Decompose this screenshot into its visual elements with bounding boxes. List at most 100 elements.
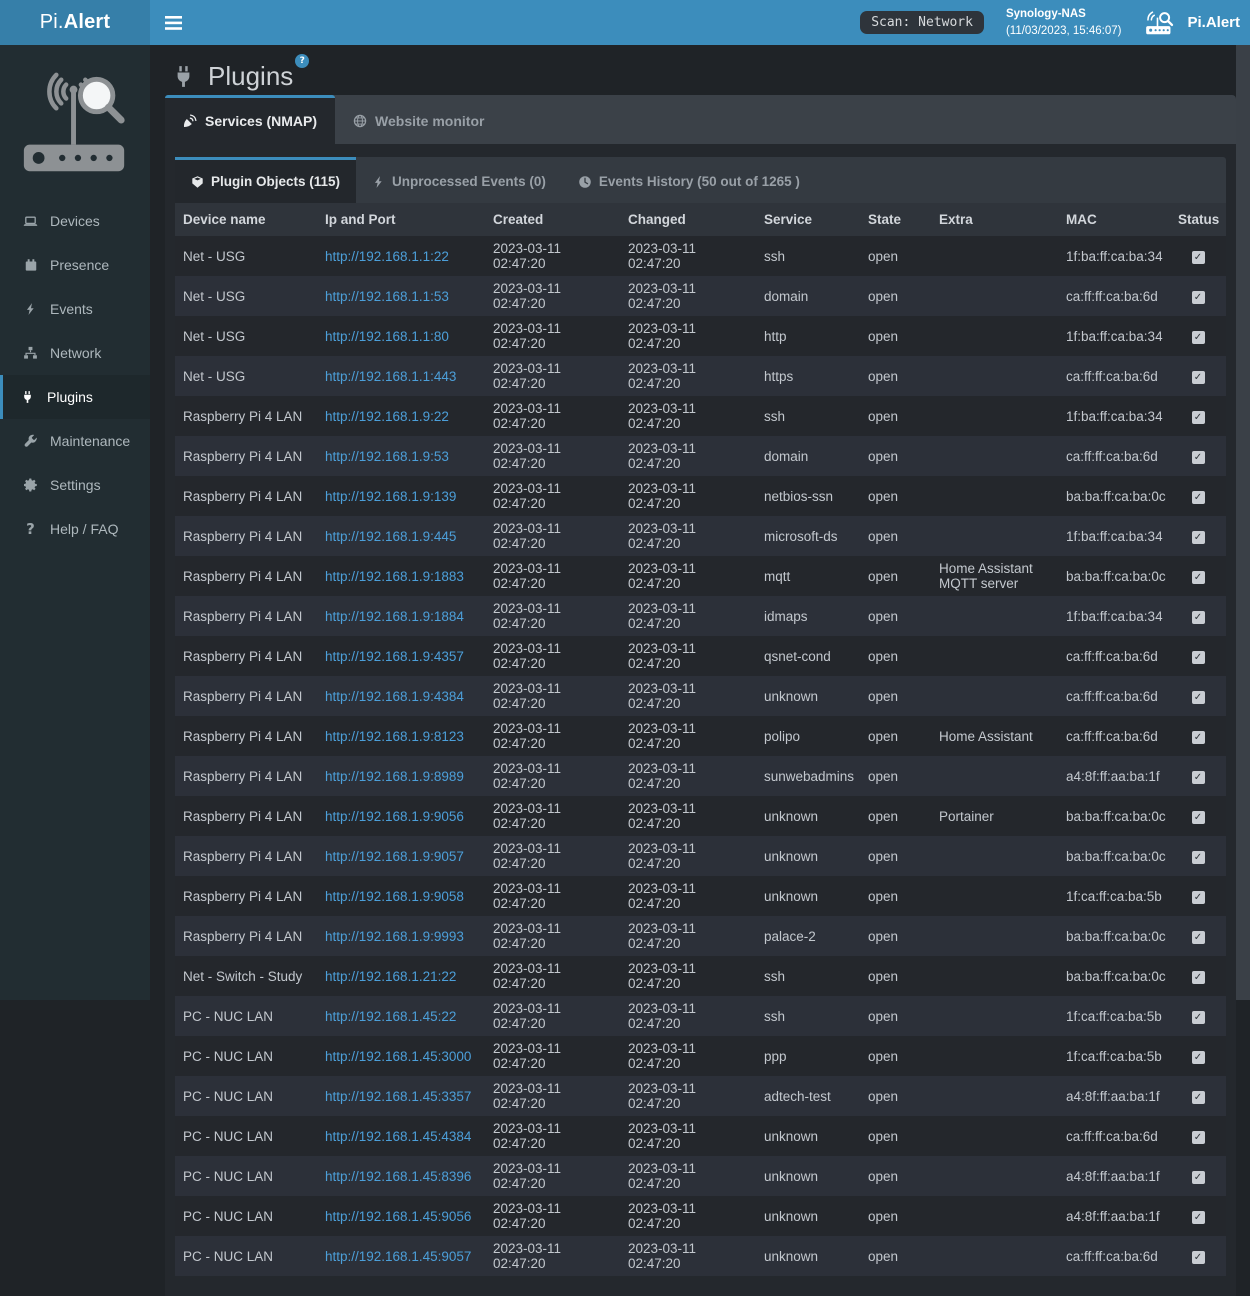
cell-device-name: PC - NUC LAN [175,996,317,1036]
ip-port-link[interactable]: http://192.168.1.9:4384 [325,689,464,704]
status-checkbox[interactable]: ✓ [1192,571,1205,584]
status-checkbox[interactable]: ✓ [1192,1091,1205,1104]
sidebar-item-network[interactable]: Network [0,331,150,375]
ip-port-link[interactable]: http://192.168.1.45:4384 [325,1129,471,1144]
sidebar-toggle-button[interactable] [150,0,196,45]
status-checkbox[interactable]: ✓ [1192,1171,1205,1184]
cell-extra [931,756,1058,796]
ip-port-link[interactable]: http://192.168.1.9:53 [325,449,449,464]
status-checkbox[interactable]: ✓ [1192,1251,1205,1264]
sidebar-item-events[interactable]: Events [0,287,150,331]
ip-port-link[interactable]: http://192.168.1.9:8989 [325,769,464,784]
ip-port-link[interactable]: http://192.168.1.9:9056 [325,809,464,824]
ip-port-link[interactable]: http://192.168.1.9:22 [325,409,449,424]
inner-tab-events-history[interactable]: Events History (50 out of 1265 ) [562,157,816,203]
status-checkbox[interactable]: ✓ [1192,731,1205,744]
sidebar-item-plugins[interactable]: Plugins [0,375,150,419]
ip-port-link[interactable]: http://192.168.1.9:445 [325,529,456,544]
status-checkbox[interactable]: ✓ [1192,891,1205,904]
ip-port-link[interactable]: http://192.168.1.9:9058 [325,889,464,904]
help-badge[interactable]: ? [295,54,309,68]
ip-port-link[interactable]: http://192.168.1.45:8396 [325,1169,471,1184]
status-checkbox[interactable]: ✓ [1192,1051,1205,1064]
status-checkbox[interactable]: ✓ [1192,651,1205,664]
cell-created: 2023-03-11 02:47:20 [485,1116,620,1156]
column-header-service[interactable]: Service [756,203,860,236]
column-header-extra[interactable]: Extra [931,203,1058,236]
status-checkbox[interactable]: ✓ [1192,931,1205,944]
sidebar-item-maintenance[interactable]: Maintenance [0,419,150,463]
ip-port-link[interactable]: http://192.168.1.9:1884 [325,609,464,624]
status-checkbox[interactable]: ✓ [1192,491,1205,504]
ip-port-link[interactable]: http://192.168.1.45:9056 [325,1209,471,1224]
question-icon: ? [22,520,39,538]
ip-port-link[interactable]: http://192.168.1.45:3000 [325,1049,471,1064]
column-header-created[interactable]: Created [485,203,620,236]
ip-port-link[interactable]: http://192.168.1.9:9993 [325,929,464,944]
scan-status-badge: Scan: Network [860,11,984,34]
sidebar-item-devices[interactable]: Devices [0,199,150,243]
column-header-ip-and-port[interactable]: Ip and Port [317,203,485,236]
ip-port-link[interactable]: http://192.168.1.9:9057 [325,849,464,864]
tab-services-nmap[interactable]: Services (NMAP) [165,95,335,144]
ip-port-link[interactable]: http://192.168.1.1:80 [325,329,449,344]
status-checkbox[interactable]: ✓ [1192,251,1205,264]
scrollbar[interactable] [1236,45,1250,1000]
status-checkbox[interactable]: ✓ [1192,531,1205,544]
column-header-changed[interactable]: Changed [620,203,756,236]
status-checkbox[interactable]: ✓ [1192,691,1205,704]
cell-changed: 2023-03-11 02:47:20 [620,476,756,516]
brand-link[interactable]: Pi.Alert [1143,10,1240,36]
column-header-device-name[interactable]: Device name [175,203,317,236]
status-checkbox[interactable]: ✓ [1192,1131,1205,1144]
column-header-mac[interactable]: MAC [1058,203,1170,236]
sidebar-item-help-faq[interactable]: ?Help / FAQ [0,507,150,551]
cell-created: 2023-03-11 02:47:20 [485,836,620,876]
status-checkbox[interactable]: ✓ [1192,411,1205,424]
ip-port-link[interactable]: http://192.168.1.9:8123 [325,729,464,744]
tab-website-monitor[interactable]: Website monitor [335,95,502,144]
cell-device-name: PC - NUC LAN [175,1036,317,1076]
cell-state: open [860,1116,931,1156]
status-checkbox[interactable]: ✓ [1192,1211,1205,1224]
ip-port-link[interactable]: http://192.168.1.9:4357 [325,649,464,664]
cell-created: 2023-03-11 02:47:20 [485,436,620,476]
status-checkbox[interactable]: ✓ [1192,451,1205,464]
inner-tab-plugin-objects[interactable]: Plugin Objects (115) [175,157,356,203]
status-checkbox[interactable]: ✓ [1192,1011,1205,1024]
column-header-status[interactable]: Status [1170,203,1226,236]
app-logo[interactable]: Pi.Alert [0,0,150,45]
ip-port-link: http://192.168.1.9:1883 [317,556,485,596]
ip-port-link[interactable]: http://192.168.1.21:22 [325,969,456,984]
ip-port-link[interactable]: http://192.168.1.9:139 [325,489,456,504]
sidebar-item-presence[interactable]: Presence [0,243,150,287]
cell-changed: 2023-03-11 02:47:20 [620,516,756,556]
ip-port-link[interactable]: http://192.168.1.1:443 [325,369,456,384]
inner-tab-unprocessed-events[interactable]: Unprocessed Events (0) [356,157,562,203]
cell-service: ssh [756,396,860,436]
ip-port-link[interactable]: http://192.168.1.1:53 [325,289,449,304]
sidebar-item-label: Devices [50,213,100,229]
status-checkbox[interactable]: ✓ [1192,291,1205,304]
ip-port-link[interactable]: http://192.168.1.45:3357 [325,1089,471,1104]
status-checkbox[interactable]: ✓ [1192,851,1205,864]
status-checkbox[interactable]: ✓ [1192,811,1205,824]
sidebar-item-settings[interactable]: Settings [0,463,150,507]
status-checkbox[interactable]: ✓ [1192,771,1205,784]
status-checkbox[interactable]: ✓ [1192,971,1205,984]
status-checkbox[interactable]: ✓ [1192,371,1205,384]
status-checkbox[interactable]: ✓ [1192,611,1205,624]
cell-status: ✓ [1170,1196,1226,1236]
ip-port-link[interactable]: http://192.168.1.1:22 [325,249,449,264]
ip-port-link[interactable]: http://192.168.1.45:9057 [325,1249,471,1264]
cell-service: netbios-ssn [756,476,860,516]
cell-service: unknown [756,876,860,916]
cell-state: open [860,676,931,716]
column-header-state[interactable]: State [860,203,931,236]
status-checkbox[interactable]: ✓ [1192,331,1205,344]
ip-port-link[interactable]: http://192.168.1.45:22 [325,1009,456,1024]
cell-service: unknown [756,1196,860,1236]
ip-port-link[interactable]: http://192.168.1.9:1883 [325,569,464,584]
